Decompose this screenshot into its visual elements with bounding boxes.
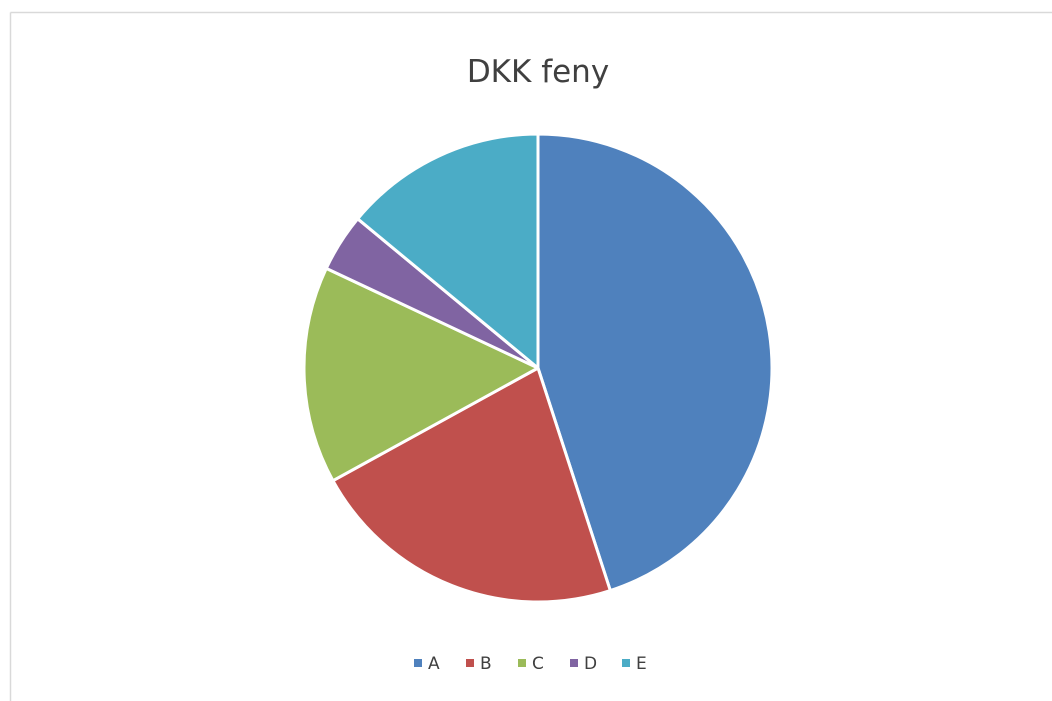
legend-swatch [622, 659, 630, 667]
legend-label: C [532, 654, 544, 674]
pie-slice [331, 366, 612, 604]
legend-swatch [570, 659, 578, 667]
legend-swatch [414, 659, 422, 667]
legend-label: B [480, 654, 492, 674]
chart-title: DKK feny [467, 54, 609, 90]
legend: A B C D E [414, 654, 647, 674]
legend-label: D [584, 654, 597, 674]
pie-slice [302, 266, 540, 483]
pie-slice [536, 132, 774, 593]
pie-slice [356, 132, 540, 370]
legend-label: A [428, 654, 440, 674]
legend-label: E [636, 654, 647, 674]
legend-swatch [466, 659, 474, 667]
legend-swatch [518, 659, 526, 667]
pie [302, 132, 774, 604]
